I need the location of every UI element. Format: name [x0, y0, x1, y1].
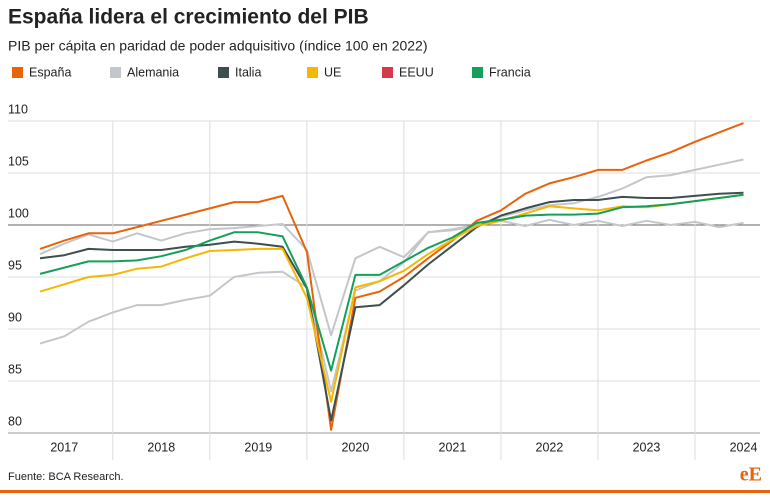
footer-bar: [0, 490, 770, 493]
y-tick-label: 95: [8, 258, 22, 272]
y-tick-label: 80: [8, 414, 22, 428]
legend-label: Italia: [235, 65, 261, 79]
y-tick-label: 100: [8, 206, 29, 220]
y-tick-label: 110: [8, 102, 28, 116]
x-tick-label: 2022: [536, 440, 564, 454]
chart-title: España lidera el crecimiento del PIB: [8, 6, 369, 29]
x-tick-label: 2017: [50, 440, 78, 454]
legend-marker: [307, 67, 318, 78]
x-tick-label: 2019: [244, 440, 272, 454]
legend-marker: [472, 67, 483, 78]
series-line: [39, 158, 744, 393]
y-tick-label: 105: [8, 154, 29, 168]
x-tick-label: 2020: [341, 440, 369, 454]
series-line: [39, 193, 744, 372]
series-line: [39, 191, 744, 422]
series-line: [39, 122, 744, 431]
source: Fuente: BCA Research.: [8, 471, 124, 483]
legend-label: España: [29, 65, 71, 79]
x-tick-label: 2021: [439, 440, 467, 454]
legend-marker: [110, 67, 121, 78]
legend-label: UE: [324, 65, 341, 79]
x-tick-label: 2018: [147, 440, 175, 454]
legend-marker: [218, 67, 229, 78]
series-line: [39, 218, 744, 337]
legend-label: Alemania: [127, 65, 179, 79]
legend-marker: [382, 67, 393, 78]
y-tick-label: 85: [8, 362, 22, 376]
y-tick-label: 90: [8, 310, 22, 324]
legend-label: EEUU: [399, 65, 434, 79]
legend-label: Francia: [489, 65, 531, 79]
x-tick-label: 2024: [730, 440, 758, 454]
chart-subtitle: PIB per cápita en paridad de poder adqui…: [8, 38, 428, 54]
x-tick-label: 2023: [633, 440, 661, 454]
legend-marker: [12, 67, 23, 78]
logo: eE: [740, 464, 762, 486]
